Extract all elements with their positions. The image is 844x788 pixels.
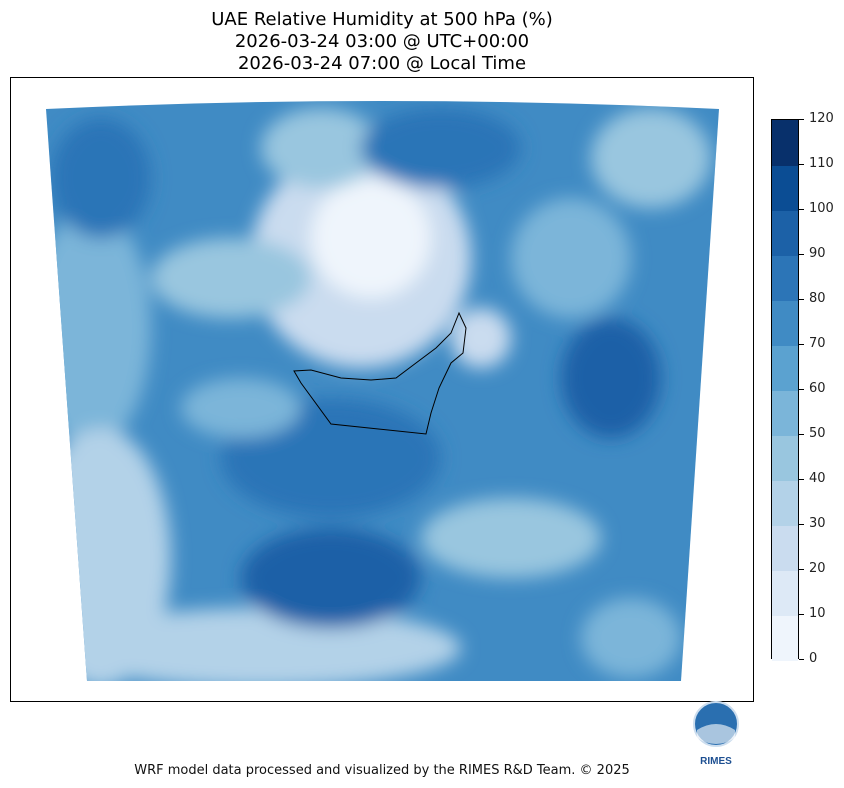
title-line-1: UAE Relative Humidity at 500 hPa (%) — [211, 9, 553, 30]
map-frame: RIMES — [10, 77, 754, 767]
colorbar-tick-mark — [799, 343, 804, 345]
colorbar-tick-mark — [799, 523, 804, 525]
colorbar-segment — [772, 300, 798, 346]
colorbar-segment — [772, 615, 798, 661]
colorbar-tick-mark — [799, 298, 804, 300]
colorbar-segment — [772, 570, 798, 616]
colorbar-tick-label: 50 — [809, 426, 826, 441]
rimes-logo: RIMES — [693, 701, 739, 767]
colorbar-tick-label: 70 — [809, 336, 826, 351]
colorbar-tick-label: 10 — [809, 606, 826, 621]
colorbar-tick-label: 0 — [809, 651, 818, 666]
colorbar-tick-mark — [799, 163, 804, 165]
colorbar-tick-mark — [799, 478, 804, 480]
colorbar-tick-label: 60 — [809, 381, 826, 396]
colorbar-segment — [772, 480, 798, 526]
colorbar-tick-label: 30 — [809, 516, 826, 531]
colorbar-segment — [772, 255, 798, 301]
colorbar-tick-mark — [799, 208, 804, 210]
humidity-field — [46, 101, 719, 681]
colorbar-segment — [772, 390, 798, 436]
colorbar-tick-label: 90 — [809, 246, 826, 261]
colorbar-segment — [772, 120, 798, 166]
colorbar-segment — [772, 525, 798, 571]
title-line-3: 2026-03-24 07:00 @ Local Time — [237, 53, 527, 74]
colorbar-tick-mark — [799, 613, 804, 615]
colorbar-tick-mark — [799, 568, 804, 570]
colorbar-tick-mark — [799, 433, 804, 435]
colorbar-segment — [772, 345, 798, 391]
colorbar-tick-mark — [799, 118, 804, 120]
colorbar-tick-mark — [799, 388, 804, 390]
logo-text: RIMES — [700, 756, 732, 767]
colorbar-tick-label: 100 — [809, 201, 834, 216]
colorbar-segment — [772, 165, 798, 211]
footer-credit: WRF model data processed and visualized … — [134, 763, 630, 778]
uae-border — [293, 311, 467, 435]
colorbar-tick-label: 110 — [809, 156, 834, 171]
colorbar-segment — [772, 435, 798, 481]
title-line-2: 2026-03-24 03:00 @ UTC+00:00 — [234, 31, 530, 52]
colorbar-tick-label: 120 — [809, 111, 834, 126]
colorbar-tick-label: 80 — [809, 291, 826, 306]
colorbar-tick-label: 20 — [809, 561, 826, 576]
colorbar-tick-label: 40 — [809, 471, 826, 486]
colorbar — [771, 119, 799, 661]
colorbar-segment — [772, 210, 798, 256]
colorbar-tick-mark — [799, 658, 804, 660]
humidity-map — [46, 101, 719, 681]
colorbar-tick-mark — [799, 253, 804, 255]
